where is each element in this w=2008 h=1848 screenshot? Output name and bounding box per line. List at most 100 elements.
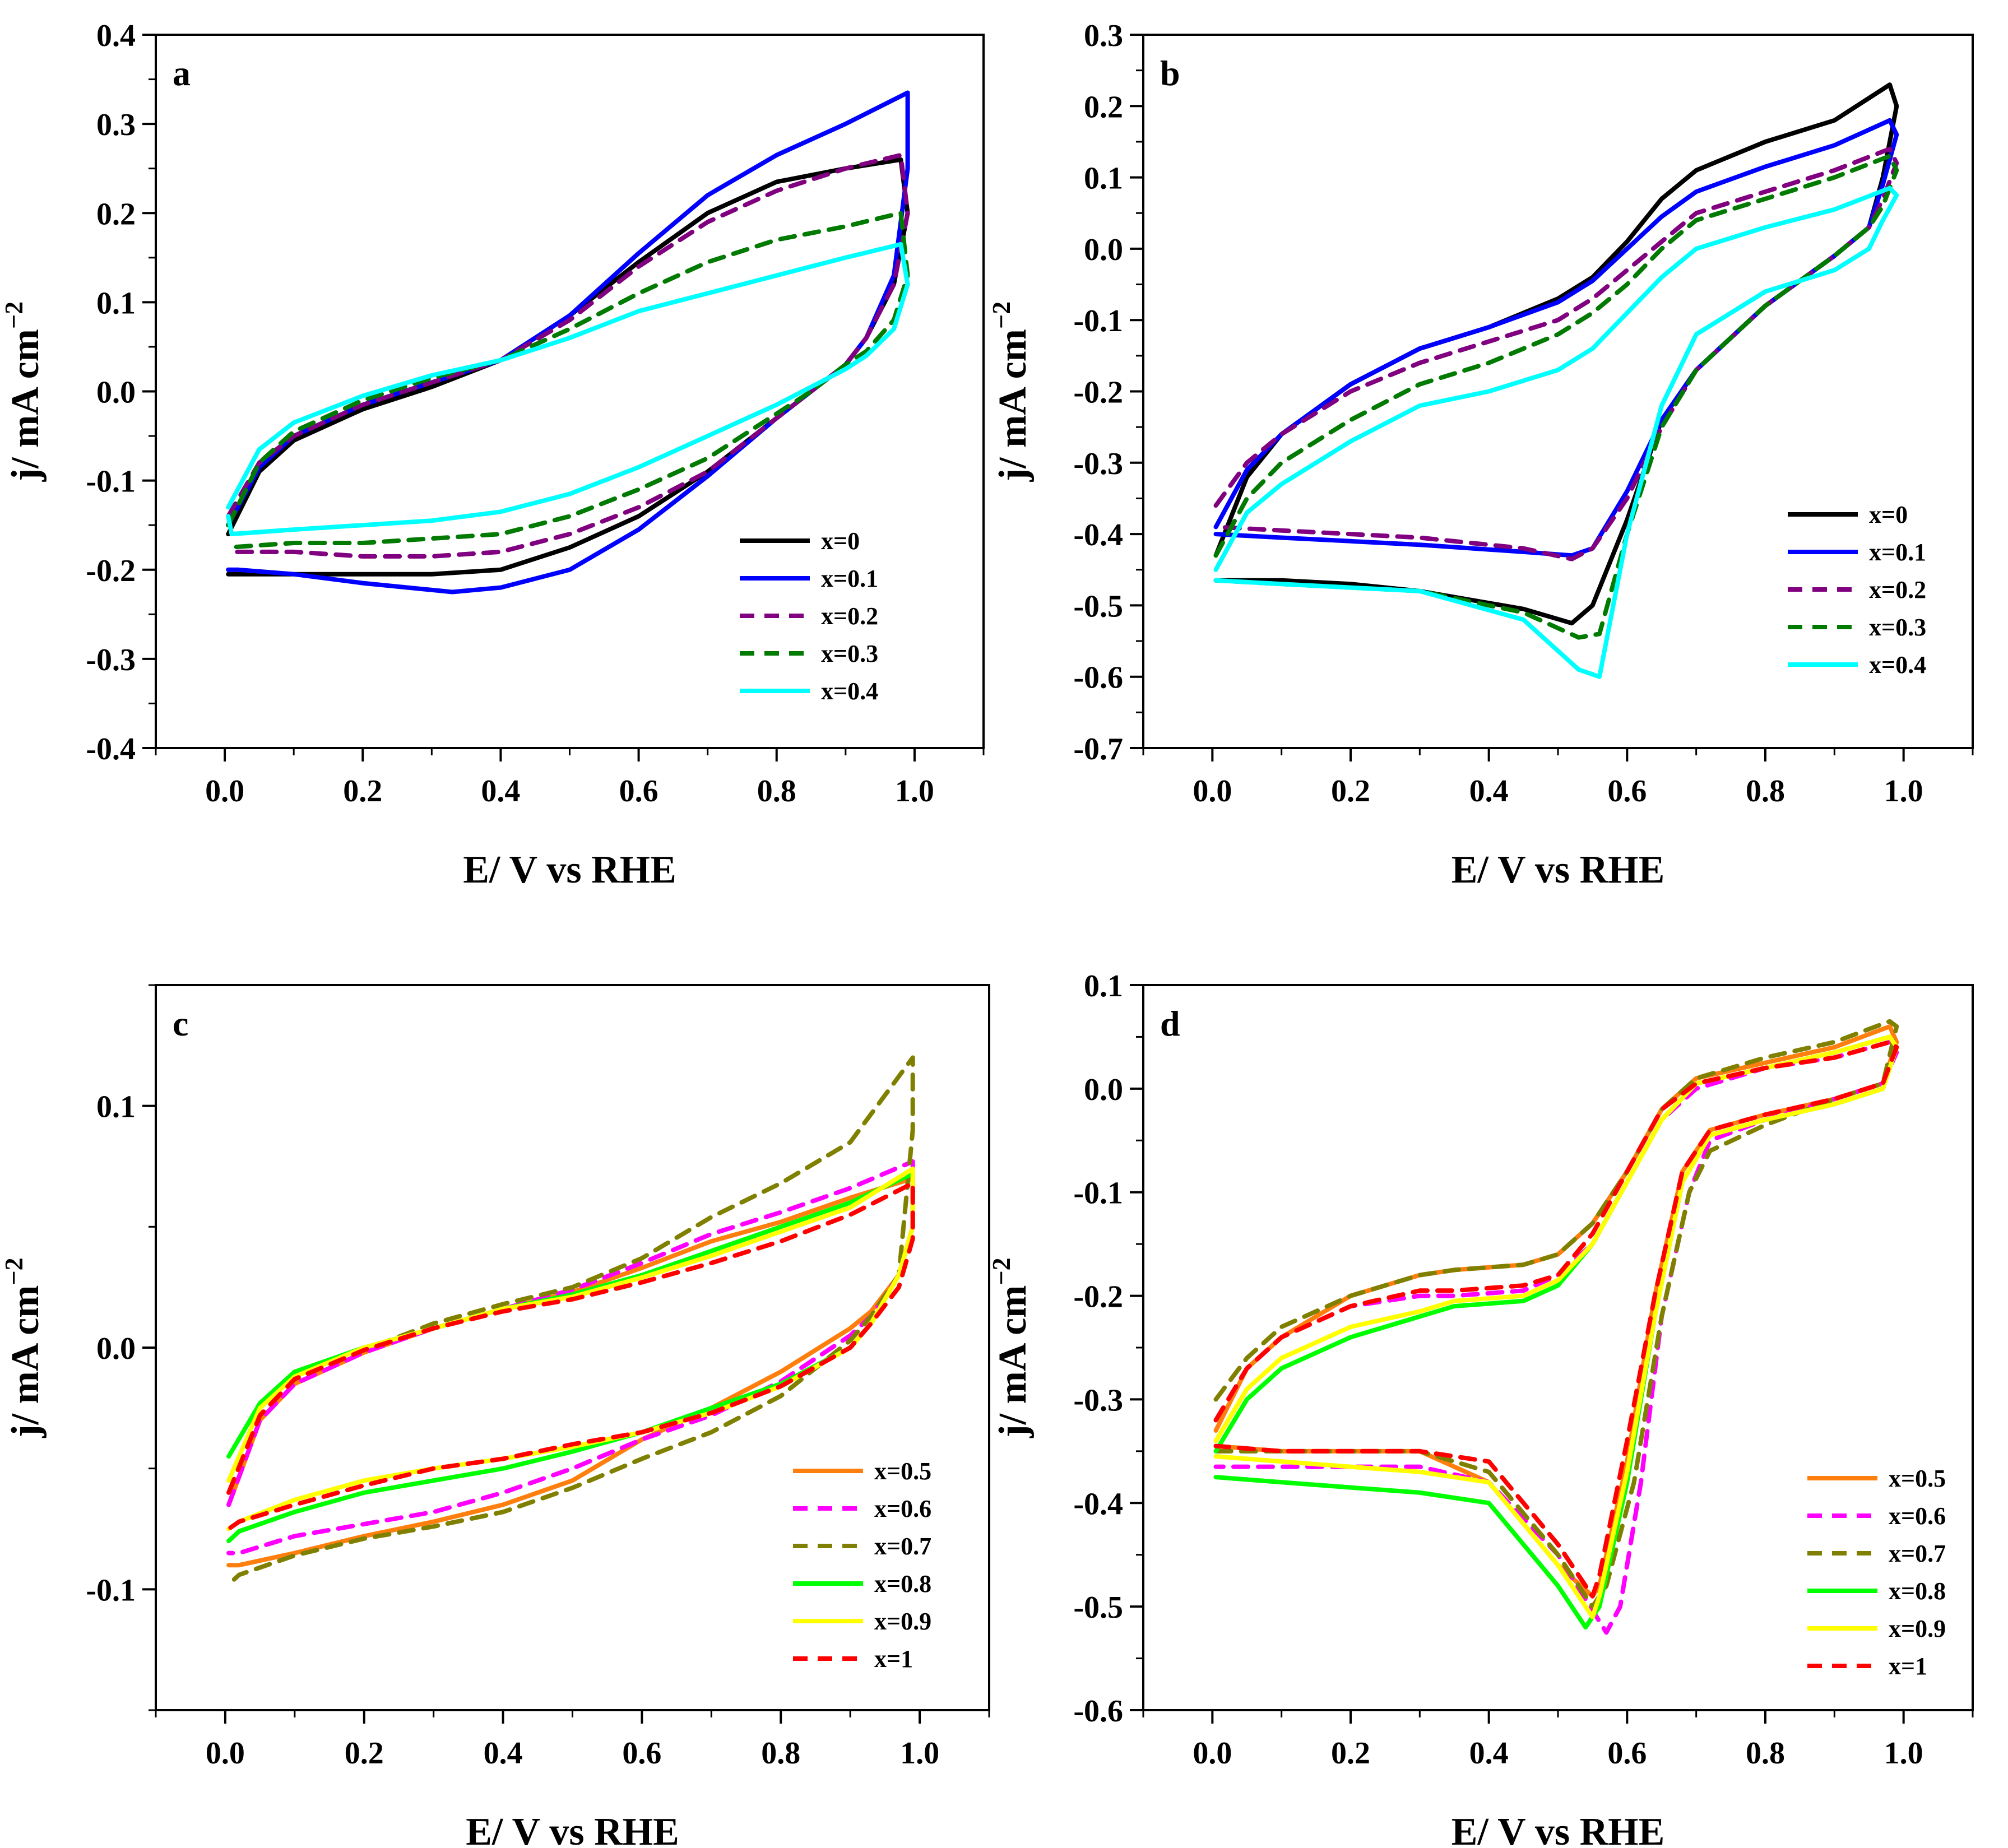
legend-label: x=0.3 [821,640,878,667]
y-tick-label: -0.6 [1073,661,1123,695]
x-tick-label: 0.0 [205,774,244,809]
series-line-x=1 [226,1181,915,1531]
y-axis-label: j/ mA cm−2 [987,301,1035,482]
y-tick-label: 0.1 [1084,161,1123,196]
y-axis-label: j/ mA cm−2 [987,1257,1035,1438]
y-tick-label: 0.3 [1084,18,1123,53]
y-axis-label: j/ mA cm−2 [0,1257,47,1438]
y-tick-label: -0.1 [1073,304,1123,338]
x-tick-label: 0.2 [343,774,382,809]
y-tick-label: 0.2 [96,197,136,231]
y-tick-label: -0.2 [1073,375,1123,410]
series-line-x=0.7 [1213,1019,1899,1609]
y-tick-label: 0.1 [96,1090,136,1125]
y-tick-label: -0.2 [1073,1280,1123,1315]
x-tick-label: 0.6 [622,1736,661,1771]
x-tick-label: 1.0 [1884,774,1923,809]
legend-label: x=0.6 [874,1495,931,1522]
series-line-x=0.2 [1213,146,1899,561]
legend-label: x=0 [1869,501,1908,528]
series-line-x=1 [1213,1039,1899,1599]
y-tick-label: -0.5 [1073,589,1123,624]
x-tick-label: 0.4 [1469,1736,1509,1771]
panel-a: 0.0 0.2 0.4 0.6 0.8 1.0 -0.4 -0.3 -0.2 -0.1 0.0 0.1… [0,18,985,892]
x-tick-label: 0.8 [757,774,796,809]
x-tick-label: 0.6 [619,774,658,809]
legend-label: x=0.4 [1869,651,1926,679]
legend-label: x=0.8 [874,1570,931,1598]
y-tick-label: 0.3 [96,108,136,142]
legend-label: x=0.8 [1889,1577,1946,1605]
x-axis-label: E/ V vs RHE [466,1810,679,1848]
series-line-x=0.4 [1213,185,1899,679]
y-axis-label: j/ mA cm−2 [0,301,47,482]
y-tick-label: -0.3 [1073,447,1123,481]
x-tick-label: 0.0 [1193,1736,1232,1771]
legend-label: x=0 [821,527,860,555]
x-tick-label: 0.6 [1607,774,1647,809]
x-tick-label: 0.4 [484,1736,523,1771]
legend-label: x=0.5 [874,1457,931,1485]
panel-c: 0.0 0.2 0.4 0.6 0.8 1.0 -0.1 0.0 0.1 E/ V vs RHE j… [0,984,990,1848]
x-tick-label: 0.8 [1746,1736,1785,1771]
x-tick-label: 1.0 [900,1736,939,1771]
x-tick-label: 0.8 [1746,774,1785,809]
y-tick-label: -0.1 [86,465,136,499]
y-tick-label: 0.0 [1084,1072,1123,1107]
x-tick-label: 0.2 [345,1736,384,1771]
panel-letter: c [173,1004,188,1043]
y-tick-label: -0.4 [1073,518,1123,552]
y-tick-label: 0.1 [96,286,136,321]
legend-label: x=0.4 [821,677,878,705]
legend-label: x=1 [874,1645,913,1673]
x-tick-label: 1.0 [1884,1736,1923,1771]
y-tick-label: -0.5 [1073,1590,1123,1625]
x-tick-label: 0.6 [1607,1736,1647,1771]
x-tick-label: 0.0 [206,1736,245,1771]
y-tick-label: -0.1 [86,1573,136,1608]
y-tick-label: -0.7 [1073,732,1123,767]
y-tick-label: 0.2 [1084,90,1123,124]
x-tick-label: 0.0 [1193,774,1232,809]
y-tick-label: 0.0 [1084,233,1123,267]
legend-label: x=1 [1889,1652,1927,1680]
x-tick-label: 1.0 [895,774,934,809]
y-tick-label: -0.3 [86,643,136,677]
y-tick-label: -0.1 [1073,1176,1123,1211]
legend-label: x=0.6 [1889,1502,1946,1530]
legend-label: x=0.2 [1869,576,1926,603]
y-tick-label: -0.3 [1073,1383,1123,1418]
y-tick-label: -0.4 [1073,1487,1123,1521]
y-tick-label: 0.4 [96,18,136,53]
x-axis-label: E/ V vs RHE [1451,1810,1665,1848]
legend-label: x=0.2 [821,602,878,630]
y-tick-label: 0.0 [96,375,136,410]
y-tick-label: 0.0 [96,1331,136,1366]
panel-d: 0.0 0.2 0.4 0.6 0.8 1.0 -0.6 -0.5 -0.4 -0.3 -0.2 -0… [987,969,1974,1848]
legend-label: x=0.1 [821,565,878,592]
panel-b: 0.0 0.2 0.4 0.6 0.8 1.0 -0.7 -0.6 -0.5 -0.4 -0.3 -0… [987,18,1974,892]
x-axis-label: E/ V vs RHE [1451,848,1665,892]
series-line-x=0.7 [226,1055,915,1587]
legend-label: x=0.9 [874,1608,931,1635]
y-tick-label: 0.1 [1084,969,1123,1004]
y-tick-label: -0.2 [86,554,136,588]
panel-letter: a [173,53,191,93]
legend-label: x=0.9 [1889,1615,1946,1642]
legend-label: x=0.3 [1869,614,1926,641]
legend-label: x=0.1 [1869,538,1926,566]
panel-letter: d [1160,1004,1180,1043]
legend-label: x=0.7 [1889,1540,1946,1567]
x-tick-label: 0.8 [761,1736,800,1771]
panel-letter: b [1160,53,1180,93]
x-tick-label: 0.4 [481,774,520,809]
x-tick-label: 0.2 [1331,774,1370,809]
x-tick-label: 0.2 [1331,1736,1370,1771]
series-line-x=0.4 [226,242,910,537]
x-tick-label: 0.4 [1469,774,1509,809]
y-tick-label: -0.6 [1073,1694,1123,1729]
legend-label: x=0.5 [1889,1465,1946,1492]
series-line-x=0.3 [1213,154,1899,640]
legend-label: x=0.7 [874,1533,931,1560]
